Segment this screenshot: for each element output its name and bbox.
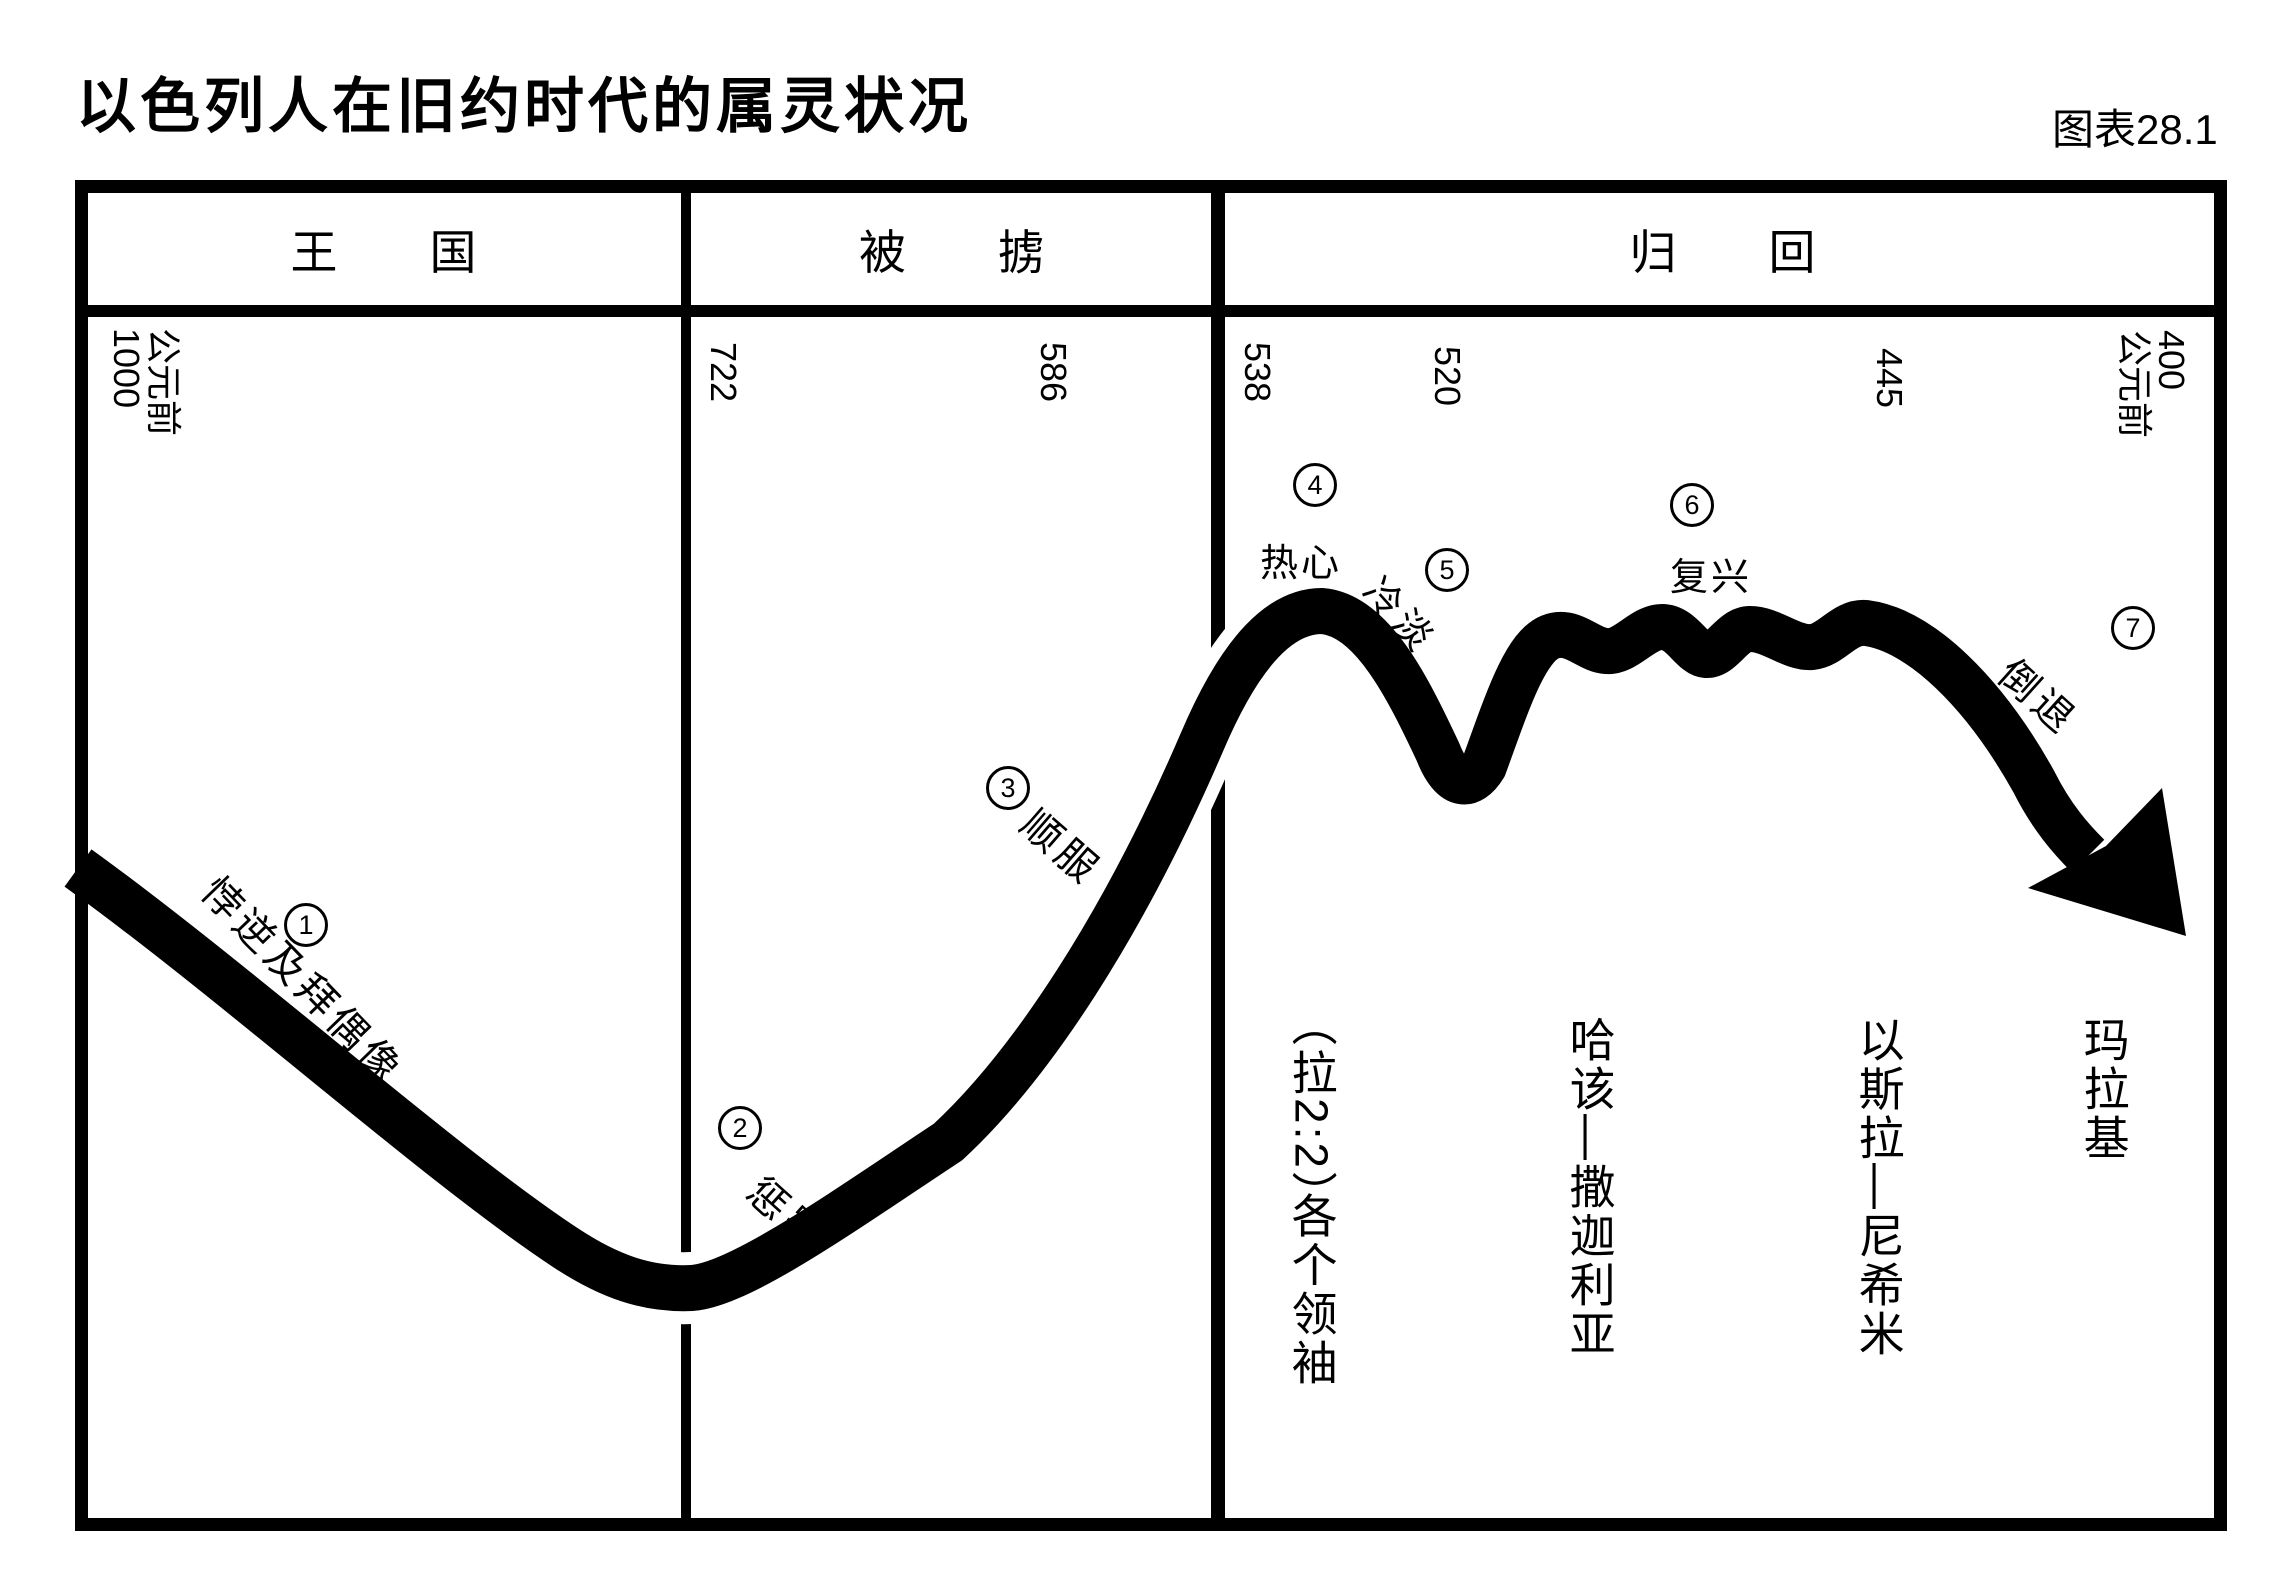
year-label-bc1000: 公元前 1000 xyxy=(106,328,184,437)
annotation-ezra-leaders: 各个领袖 xyxy=(1285,1192,1338,1388)
spiritual-condition-curve xyxy=(64,587,2105,1312)
year-label-445: 445 xyxy=(1869,348,1910,409)
stage-2-badge: 2 xyxy=(718,1106,762,1150)
annotation-ezra-reference: （拉2:2） xyxy=(1285,1000,1338,1220)
year-label-538: 538 xyxy=(1237,342,1278,403)
stage-4-label: 热心 xyxy=(1260,543,1343,585)
annotation-malachi: 玛拉基 xyxy=(2077,1016,2130,1163)
stage-6-label: 复兴 xyxy=(1670,557,1753,599)
annotation-ezra-nehemiah: 以斯拉—尼希米 xyxy=(1852,1016,1905,1359)
stage-3-badge: 3 xyxy=(986,766,1030,810)
year-label-586: 586 xyxy=(1033,342,1074,403)
header-captivity: 被掳 xyxy=(859,225,1137,279)
year-label-722: 722 xyxy=(703,342,744,403)
curve-arrowhead-icon xyxy=(2028,788,2186,936)
stage-4-badge: 4 xyxy=(1293,463,1337,507)
page-title: 以色列人在旧约时代的属灵状况 xyxy=(76,73,972,140)
table-outer-border xyxy=(75,180,2227,1531)
header-kingdom: 王国 xyxy=(290,225,569,279)
year-label-520: 520 xyxy=(1427,346,1468,407)
header-return: 归回 xyxy=(1629,225,1908,279)
stage-5-badge: 5 xyxy=(1425,548,1469,592)
year-label-bc400: 400 公元前 xyxy=(2114,330,2192,439)
stage-1-badge: 1 xyxy=(284,903,328,947)
chart-reference-number: 图表28.1 xyxy=(2052,106,2218,153)
stage-6-badge: 6 xyxy=(1670,483,1714,527)
annotation-haggai-zechariah: 哈该—撒迦利亚 xyxy=(1563,1016,1616,1359)
stage-7-badge: 7 xyxy=(2111,606,2155,650)
